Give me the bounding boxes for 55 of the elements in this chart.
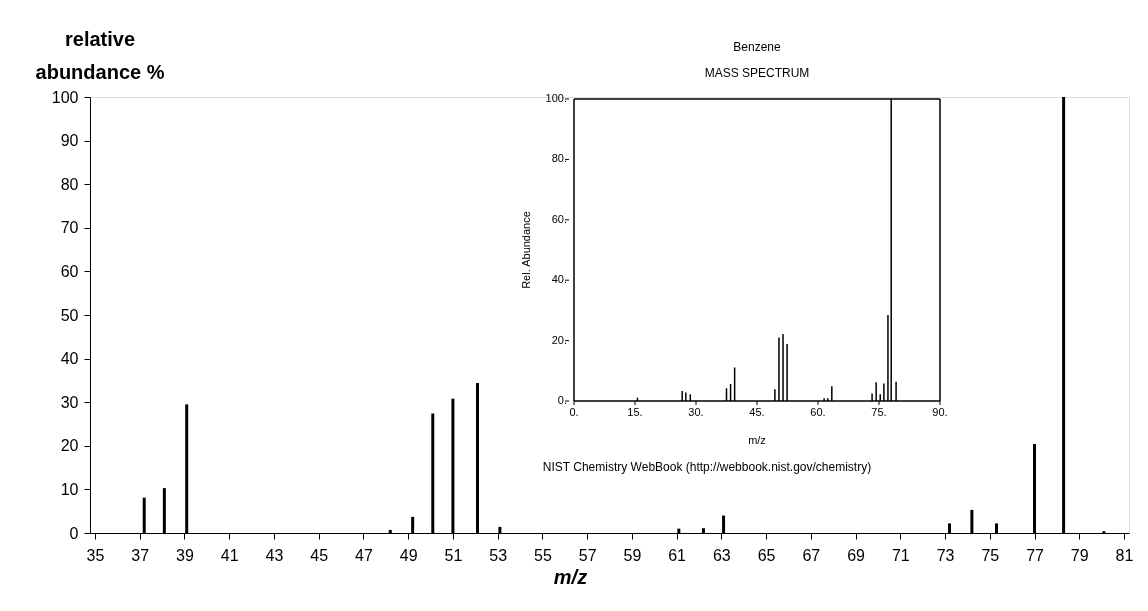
x-tick-label: 0. [569,406,579,418]
x-tick-label: 60. [810,406,826,418]
y-tick-label: 100 [51,88,79,106]
y-tick-label: 20. [551,333,567,346]
y-tick-label: 30 [60,393,79,411]
x-tick-label: 49 [399,546,418,564]
x-tick-label: 45 [310,546,329,564]
x-tick-label: 77 [1026,546,1045,564]
y-tick-label: 0. [557,394,567,406]
y-tick-label: 10 [60,480,79,498]
y-axis-title: relative abundance % [35,28,165,83]
y-axis-title: Rel. Abundance [520,211,532,289]
x-tick-label: 65 [757,546,776,564]
y-tick-label: 0 [69,524,79,542]
y-tick-label: 40. [551,273,567,286]
x-tick-label: 47 [355,546,373,564]
x-tick-label: 75 [981,546,1000,564]
x-tick-label: 51 [444,546,463,564]
y-tick-label: 50 [60,306,79,324]
x-tick-label: 30. [688,406,704,418]
y-tick-label: 20 [60,437,79,455]
x-tick-label: 55 [533,546,552,564]
x-axis-title: m/z [748,434,766,446]
x-tick-label: 79 [1070,546,1089,564]
x-tick-label: 61 [668,546,687,564]
x-tick-label: 67 [802,546,821,564]
x-tick-label: 41 [220,546,239,564]
x-tick-label: 35 [86,546,105,564]
x-tick-label: 63 [712,546,731,564]
y-tick-label: 60 [60,262,79,280]
x-tick-label: 15. [627,406,643,418]
y-tick-label: 40 [60,350,79,368]
y-tick-label: 80 [60,175,79,193]
x-tick-label: 39 [176,546,194,564]
chart-subtitle: MASS SPECTRUM [704,66,810,80]
y-tick-label: 80. [551,152,567,165]
x-tick-label: 37 [131,546,150,564]
x-axis-title: m/z [553,565,588,588]
y-tick-label: 100. [545,92,567,104]
x-tick-label: 75. [871,406,887,418]
y-tick-label: 60. [551,212,567,225]
x-tick-label: 69 [847,546,866,564]
x-tick-label: 71 [891,546,910,564]
x-tick-label: 90. [932,406,948,418]
x-tick-label: 59 [623,546,642,564]
annotation: NIST Chemistry WebBook (http://webbook.nist.gov/chemistry) [542,460,872,474]
x-tick-label: 53 [489,546,508,564]
x-tick-label: 81 [1115,546,1134,564]
x-tick-label: 73 [936,546,955,564]
chart-title: Benzene [733,40,782,54]
y-tick-label: 70 [60,219,79,237]
x-tick-label: 43 [265,546,284,564]
y-tick-label: 90 [60,132,79,150]
x-tick-label: 57 [578,546,597,564]
x-tick-label: 45. [749,406,765,418]
